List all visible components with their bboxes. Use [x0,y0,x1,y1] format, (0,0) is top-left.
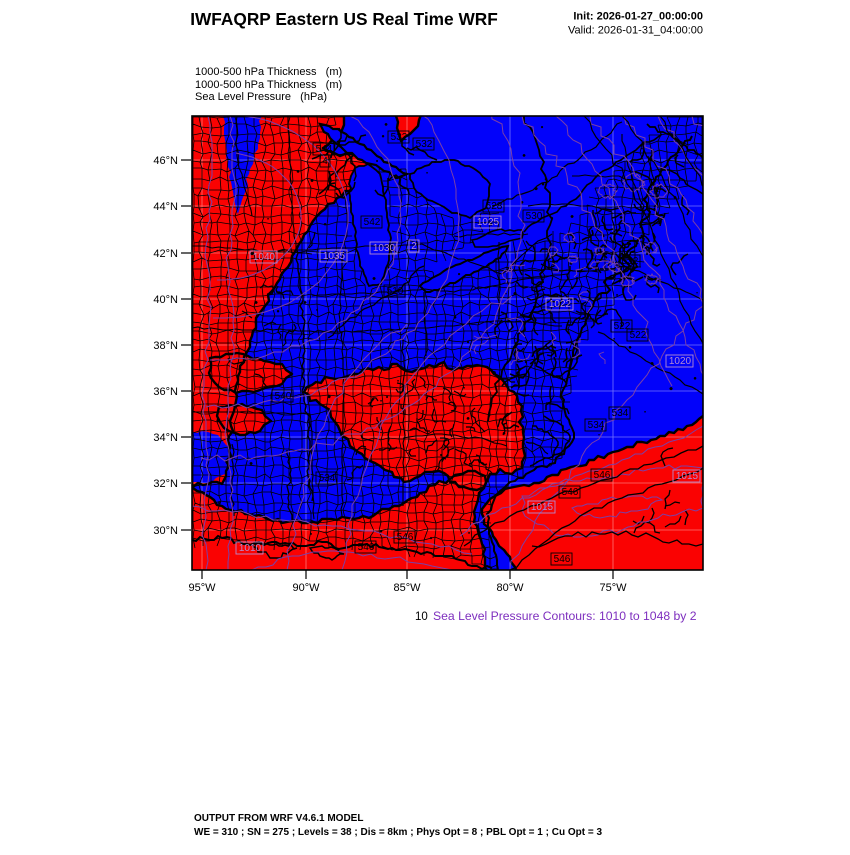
svg-text:46°N: 46°N [153,155,178,167]
svg-text:542: 542 [364,217,381,228]
svg-text:1022: 1022 [549,299,572,310]
svg-text:4: 4 [322,156,328,167]
svg-text:546: 546 [562,487,579,498]
svg-text:546: 546 [554,554,571,565]
svg-text:522: 522 [614,321,631,332]
svg-text:546: 546 [397,532,414,543]
svg-text:532: 532 [622,256,639,267]
svg-text:1040: 1040 [253,252,276,263]
svg-text:OUTPUT FROM WRF V4.6.1 MODEL: OUTPUT FROM WRF V4.6.1 MODEL [194,813,363,824]
svg-text:40°N: 40°N [153,294,178,306]
svg-text:WE = 310 ; SN = 275 ; Levels =: WE = 310 ; SN = 275 ; Levels = 38 ; Dis … [194,827,602,838]
svg-text:36°N: 36°N [153,386,178,398]
svg-text:85°W: 85°W [393,582,421,594]
svg-text:42°N: 42°N [153,248,178,260]
svg-text:534: 534 [612,408,629,419]
svg-text:528: 528 [486,201,503,212]
svg-text:IWFAQRP Eastern US Real Time W: IWFAQRP Eastern US Real Time WRF [190,9,498,29]
svg-text:544: 544 [316,144,333,155]
svg-text:38°N: 38°N [153,340,178,352]
svg-text:540: 540 [275,391,292,402]
svg-text:10: 10 [415,611,428,623]
svg-text:Sea Level Pressure Contours: 1: Sea Level Pressure Contours: 1010 to 104… [433,609,697,623]
svg-text:532: 532 [391,132,408,143]
svg-text:1020: 1020 [669,356,692,367]
svg-text:530: 530 [526,211,543,222]
svg-text:534: 534 [319,473,336,484]
svg-text:546: 546 [594,470,611,481]
svg-text:75°W: 75°W [599,582,627,594]
svg-text:1010: 1010 [239,543,262,554]
svg-text:1000-500 hPa Thickness (m): 1000-500 hPa Thickness (m) [195,66,342,78]
svg-text:522: 522 [630,330,647,341]
svg-text:32°N: 32°N [153,478,178,490]
svg-text:Sea Level Pressure (hPa): Sea Level Pressure (hPa) [195,91,327,103]
svg-text:30°N: 30°N [153,525,178,537]
svg-text:510: 510 [387,286,404,297]
svg-text:Valid: 2026-01-31_04:00:00: Valid: 2026-01-31_04:00:00 [568,25,703,37]
svg-text:1015: 1015 [676,471,699,482]
svg-text:34°N: 34°N [153,432,178,444]
svg-text:546: 546 [358,542,375,553]
svg-text:532: 532 [416,139,433,150]
svg-text:1000-500 hPa Thickness (m): 1000-500 hPa Thickness (m) [195,79,342,91]
svg-text:90°W: 90°W [292,582,320,594]
svg-text:95°W: 95°W [188,582,216,594]
svg-text:1025: 1025 [477,217,500,228]
svg-text:1035: 1035 [323,251,346,262]
svg-text:80°W: 80°W [496,582,524,594]
svg-text:534: 534 [588,420,605,431]
svg-text:44°N: 44°N [153,201,178,213]
svg-text:1015: 1015 [531,502,554,513]
svg-text:1030: 1030 [373,243,396,254]
svg-text:Init: 2026-01-27_00:00:00: Init: 2026-01-27_00:00:00 [573,11,703,23]
svg-text:2: 2 [411,241,417,252]
